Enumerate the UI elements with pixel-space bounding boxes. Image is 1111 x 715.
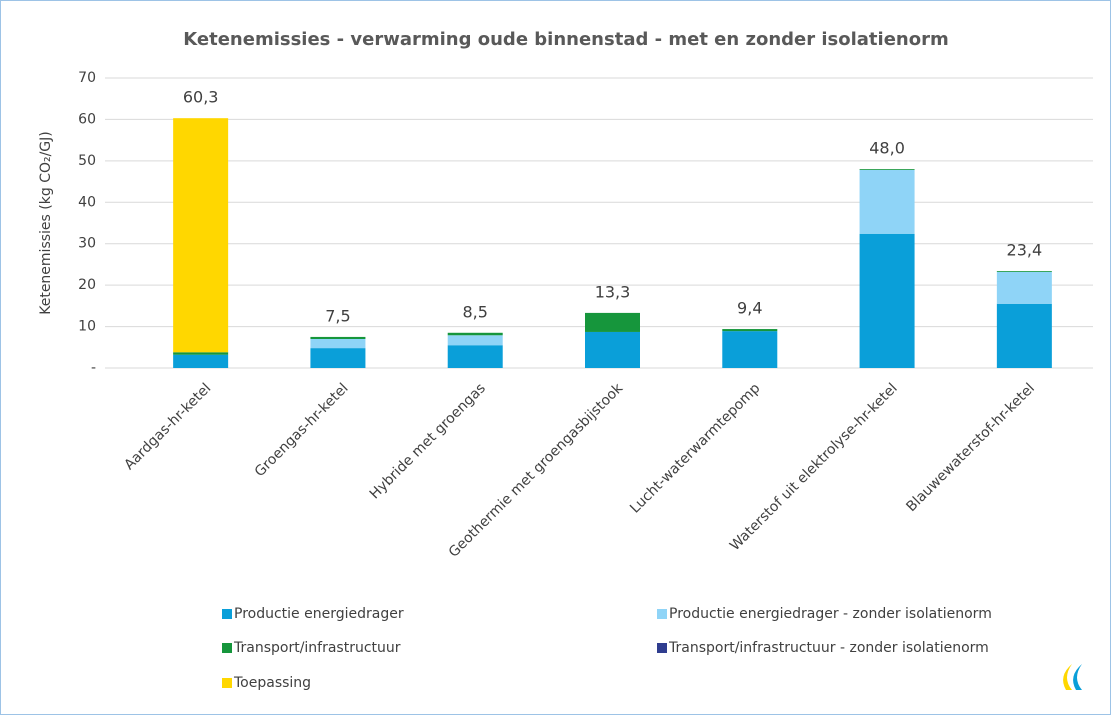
- bar-segment: [585, 331, 640, 368]
- y-axis-label: Ketenemissies (kg CO₂/GJ): [38, 131, 54, 315]
- bar-segment: [173, 118, 229, 353]
- bar-segment: [859, 169, 915, 234]
- y-tick-label: 10: [78, 319, 96, 335]
- bar-segment: [996, 271, 1052, 304]
- bar-segment: [585, 312, 640, 332]
- total-label: 13,3: [595, 282, 631, 301]
- total-label: 60,3: [183, 88, 219, 107]
- total-label: 23,4: [1007, 241, 1043, 260]
- bar-segment: [310, 339, 366, 349]
- legend-swatch: [222, 678, 232, 688]
- y-tick-label: 50: [78, 153, 96, 169]
- bar-segment: [310, 348, 366, 368]
- total-label: 8,5: [462, 302, 487, 321]
- chart-title: Ketenemissies - verwarming oude binnenst…: [183, 29, 948, 50]
- bar-segment: [859, 169, 915, 170]
- bar-segment: [996, 303, 1052, 368]
- bar-segment: [996, 271, 1052, 272]
- bar-segment: [447, 335, 503, 346]
- legend-label: Productie energiedrager - zonder isolati…: [669, 606, 992, 622]
- legend-label: Toepassing: [233, 675, 311, 691]
- total-label: 7,5: [325, 306, 350, 325]
- bar-segment: [859, 233, 915, 368]
- legend-label: Transport/infrastructuur - zonder isolat…: [668, 640, 989, 656]
- legend-swatch: [657, 643, 667, 653]
- bar-segment: [447, 345, 503, 368]
- bar-segment: [722, 331, 778, 368]
- legend-label: Transport/infrastructuur: [233, 640, 401, 656]
- y-tick-label: 40: [78, 194, 96, 210]
- total-label: 48,0: [869, 139, 905, 158]
- legend-swatch: [657, 609, 667, 619]
- y-tick-label: 30: [78, 236, 96, 252]
- bar-segment: [447, 332, 503, 336]
- y-tick-label: 20: [78, 277, 96, 293]
- legend-swatch: [222, 609, 232, 619]
- legend-label: Productie energiedrager: [234, 606, 404, 622]
- legend-swatch: [222, 643, 232, 653]
- bar-segment: [310, 336, 366, 339]
- bar-segment: [173, 354, 229, 368]
- y-tick-label: 60: [78, 111, 96, 127]
- bar-segment: [173, 352, 229, 355]
- logo: [1063, 664, 1082, 690]
- y-tick-label: 70: [78, 70, 96, 86]
- total-label: 9,4: [737, 299, 762, 318]
- bar-segment: [722, 329, 778, 332]
- y-tick-label: -: [91, 360, 96, 376]
